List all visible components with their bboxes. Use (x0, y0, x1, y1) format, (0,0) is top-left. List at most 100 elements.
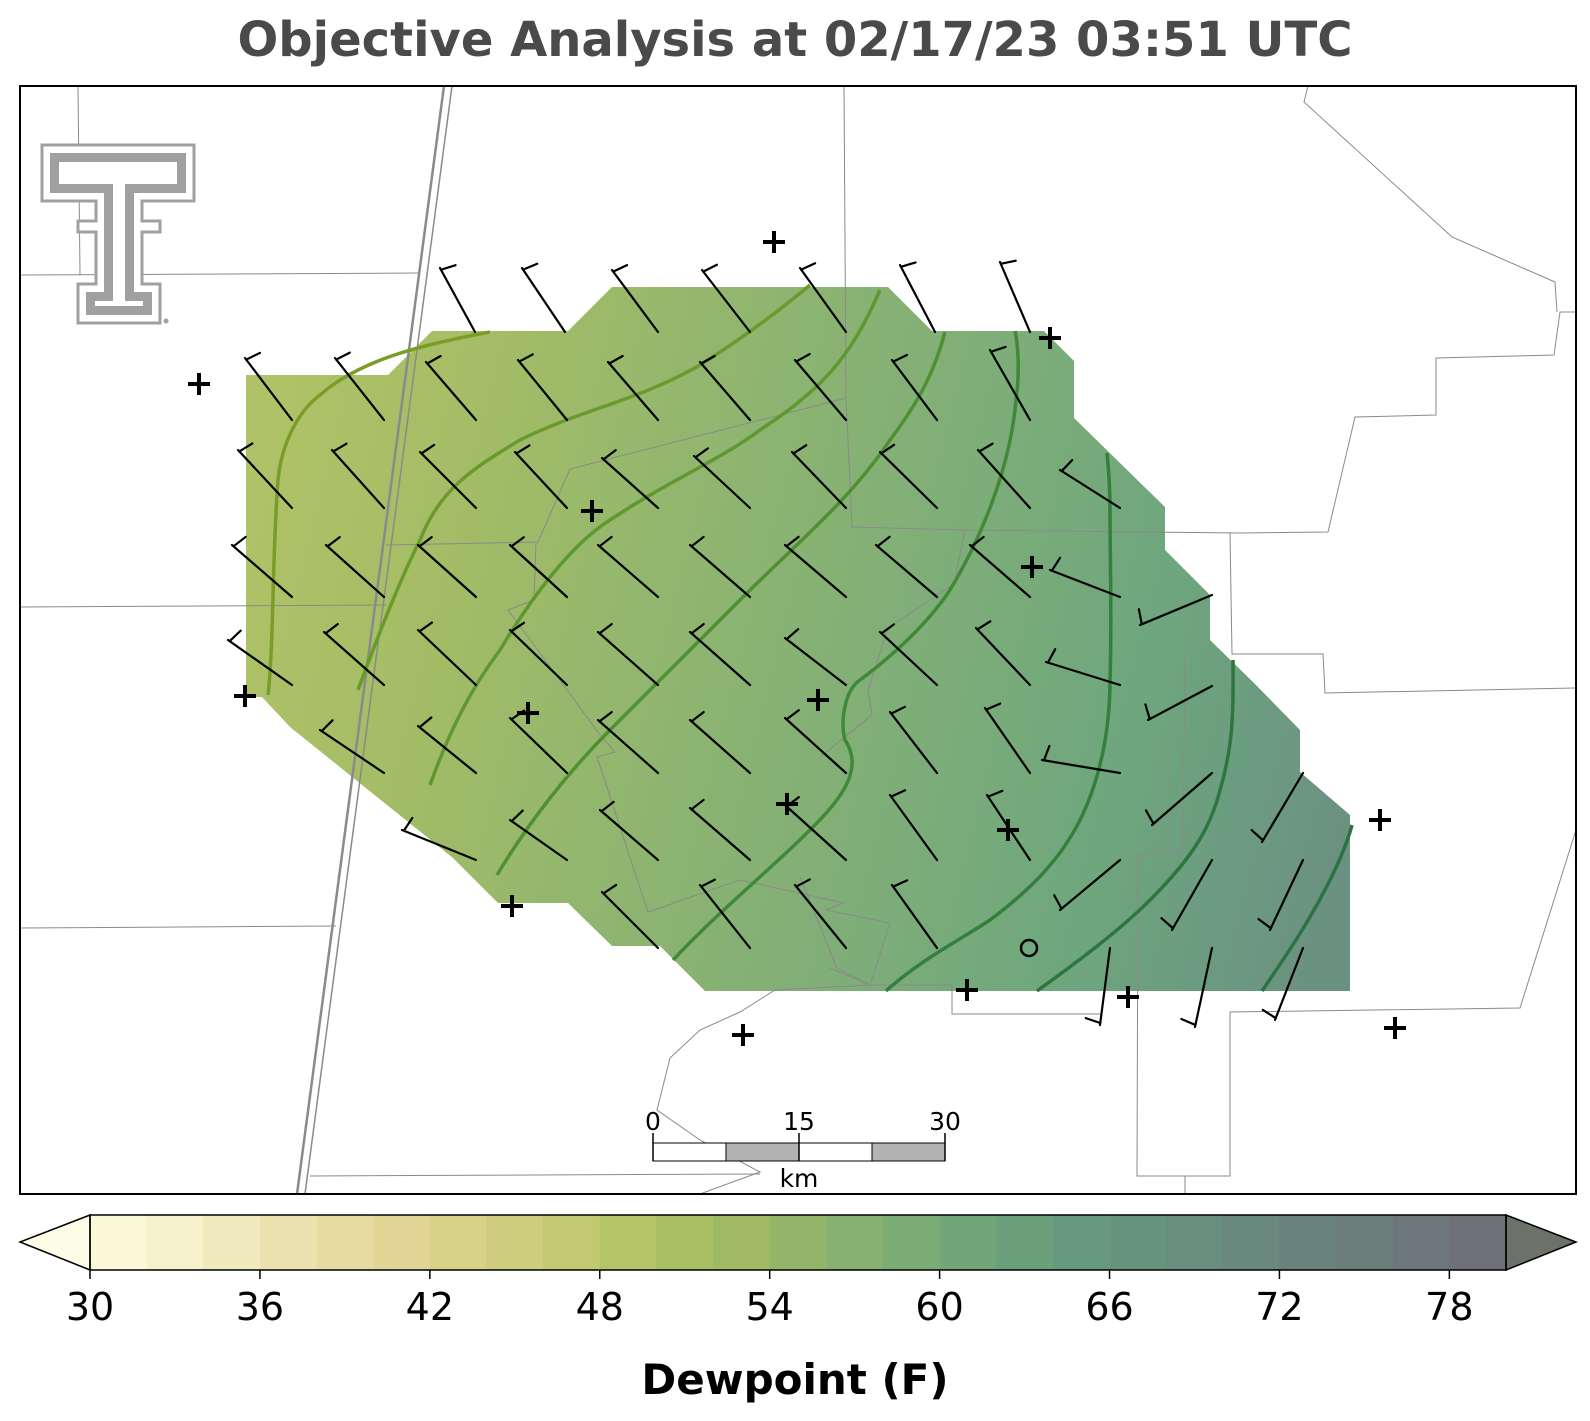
wind-barb-icon (508, 809, 569, 862)
texas-tech-logo-icon (40, 143, 196, 325)
station-markers (188, 231, 1406, 1046)
wind-barb-icon (878, 623, 939, 687)
wind-barb-icon (793, 352, 848, 422)
wind-barb-icon (416, 716, 478, 775)
wind-barb-icon (600, 449, 660, 510)
station-plus-icon (234, 685, 256, 707)
colorbar-segment (1166, 1215, 1224, 1270)
wind-barb-icon (1048, 556, 1122, 599)
colorbar-segment (769, 1215, 827, 1270)
wind-barb-icon (890, 879, 939, 950)
wind-barb-icon (416, 536, 478, 599)
colorbar-under-arrow (17, 1213, 91, 1272)
wind-barb-icon (1053, 858, 1122, 912)
colorbar-segment (996, 1215, 1054, 1270)
colorbar-tick-label: 78 (1425, 1285, 1473, 1329)
colorbar-segment (543, 1215, 601, 1270)
colorbar-tick-label: 30 (66, 1285, 114, 1329)
colorbar-segment (1222, 1215, 1281, 1270)
scale-tick-30: 30 (929, 1107, 961, 1136)
wind-barb-icon (888, 705, 939, 775)
colorbar-segment (1052, 1215, 1111, 1270)
wind-barb-icon (1144, 771, 1214, 827)
wind-barb-icon (418, 443, 478, 510)
colorbar-tick-label: 42 (406, 1285, 454, 1329)
wind-barb-icon (606, 354, 660, 422)
colorbar-segment (1336, 1215, 1394, 1270)
wind-barb-icon (974, 620, 1032, 687)
colorbar-segment (429, 1215, 488, 1270)
station-plus-icon (732, 1024, 754, 1046)
wind-barb-icon (1257, 858, 1305, 932)
wind-barb-icon (968, 535, 1032, 599)
wind-barb-icon (698, 878, 752, 950)
wind-barb-icon (324, 536, 386, 599)
colorbar-segment (939, 1215, 997, 1270)
station-plus-icon (517, 702, 539, 724)
wind-barb-icon (330, 442, 386, 510)
wind-barbs (226, 259, 1305, 1029)
scale-tick-0: 0 (645, 1107, 661, 1136)
wind-barb-icon (322, 622, 386, 687)
colorbar-segment (599, 1215, 657, 1270)
colorbar-tick-label: 72 (1255, 1285, 1303, 1329)
wind-barb-icon (700, 263, 752, 334)
wind-barb-icon (890, 353, 939, 422)
wind-barb-icon (976, 442, 1032, 510)
wind-barb-icon (520, 262, 567, 334)
station-plus-icon (997, 819, 1019, 841)
scale-bar: 0 15 30 km (645, 1107, 961, 1193)
wind-barb-icon (983, 702, 1032, 775)
colorbar-tick-label: 36 (236, 1285, 284, 1329)
dewpoint-field (246, 287, 1350, 991)
wind-barb-icon (516, 353, 569, 422)
wind-barb-icon (798, 262, 848, 334)
colorbar-segment (713, 1215, 771, 1270)
wind-barb-icon (236, 442, 294, 510)
colorbar-ticks: 30 36 42 48 54 60 66 72 78 (66, 1270, 1474, 1329)
station-plus-icon (956, 979, 978, 1001)
colorbar-segment (373, 1215, 431, 1270)
wind-barb-icon (793, 878, 848, 950)
wind-barb-icon (688, 622, 752, 687)
wind-barb-icon (688, 710, 752, 775)
colorbar-segment (1109, 1215, 1167, 1270)
station-plus-icon (807, 689, 829, 711)
colorbar-segments (90, 1215, 1507, 1270)
wind-barb-icon (1044, 648, 1122, 687)
wind-barb-icon (424, 354, 478, 422)
wind-barb-icon (513, 444, 569, 510)
wind-barb-icon (1137, 593, 1214, 627)
colorbar-tick-label: 54 (746, 1285, 794, 1329)
wind-barb-icon (783, 628, 848, 687)
wind-barb-icon (790, 444, 848, 510)
wind-barb-icon (226, 629, 294, 687)
wind-barb-icon (888, 789, 939, 862)
wind-barb-icon (596, 535, 660, 599)
calm-wind-icon (1019, 938, 1039, 958)
colorbar-segment (203, 1215, 261, 1270)
station-plus-icon (581, 500, 603, 522)
colorbar-segment (486, 1215, 544, 1270)
wind-barb-icon (878, 443, 939, 510)
map-title: Objective Analysis at 02/17/23 03:51 UTC (237, 12, 1353, 68)
colorbar-segment (90, 1215, 148, 1270)
wind-barb-icon (1180, 946, 1214, 1029)
wind-barb-icon (318, 719, 386, 775)
wind-barb-icon (1261, 946, 1305, 1022)
colorbar-segment (656, 1215, 714, 1270)
colorbar-over-arrow (1505, 1213, 1579, 1272)
station-plus-icon (1384, 1017, 1406, 1039)
wind-barb-icon (600, 883, 660, 950)
colorbar-label: Dewpoint (F) (641, 1355, 949, 1404)
wind-barb-icon (988, 345, 1032, 422)
colorbar-tick-label: 66 (1085, 1285, 1133, 1329)
colorbar-segment (1392, 1215, 1450, 1270)
station-plus-icon (776, 793, 798, 815)
station-plus-icon (188, 373, 210, 395)
wind-barb-icon (698, 354, 752, 422)
wind-barb-icon (416, 621, 478, 687)
colorbar-segment (1279, 1215, 1337, 1270)
wind-barb-icon (1160, 858, 1214, 932)
